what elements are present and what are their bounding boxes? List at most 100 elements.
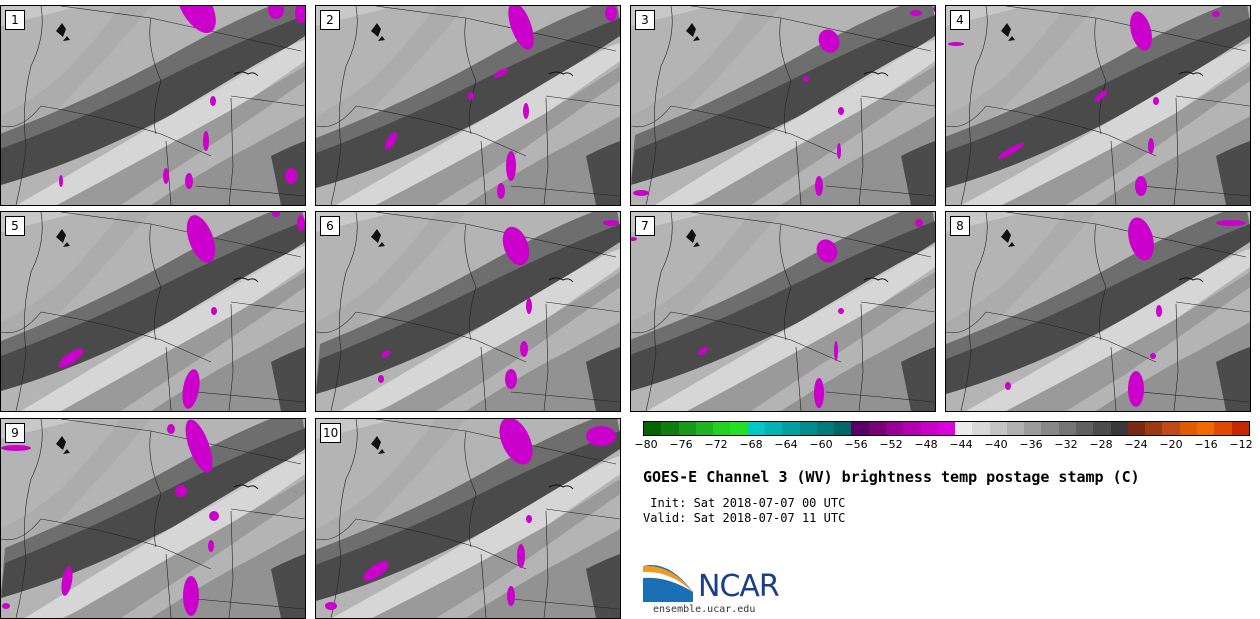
moist-air-patch: [837, 143, 841, 159]
moist-air-patch: [381, 350, 391, 358]
ensemble-member-panel: 10: [315, 418, 621, 619]
colorbar-segment: [1041, 422, 1059, 435]
colorbar-segment: [782, 422, 800, 435]
panel-number: 2: [320, 10, 340, 30]
colorbar-segment: [1231, 422, 1249, 435]
ensemble-member-panel: 6: [315, 211, 621, 412]
moist-air-patch: [1153, 97, 1159, 105]
moist-air-patch: [208, 540, 214, 552]
colorbar-segment: [695, 422, 714, 435]
colorbar-segment: [678, 422, 696, 435]
ensemble-member-panel: 4: [945, 5, 1251, 206]
moist-air-patch: [1130, 11, 1152, 51]
colorbar-segment: [1024, 422, 1042, 435]
colorbar-segment: [644, 422, 662, 435]
moist-air-patch: [211, 307, 217, 315]
moist-air-patch: [59, 175, 63, 187]
ensemble-member-panel: 2: [315, 5, 621, 206]
moist-air-patch: [363, 561, 389, 581]
colorbar-tick-label: −40: [984, 438, 1008, 451]
moist-air-patch: [506, 151, 516, 181]
moist-air-patch: [1094, 90, 1108, 102]
moist-air-patch: [58, 348, 84, 368]
moist-air-patch: [803, 76, 809, 82]
colorbar-segment: [1093, 422, 1111, 435]
moist-air-patch: [816, 239, 838, 263]
logo-wordmark: NCAR: [698, 569, 780, 604]
water-vapor-map: [316, 212, 620, 411]
valid-time: Valid: Sat 2018-07-07 11 UTC: [643, 511, 846, 525]
moist-air-patch: [325, 602, 337, 610]
panel-number: 4: [950, 10, 970, 30]
ensemble-member-panel: 3: [630, 5, 936, 206]
moist-air-patch: [185, 173, 193, 189]
water-vapor-map: [316, 419, 620, 618]
moist-air-patch: [1212, 11, 1220, 17]
colorbar-segment: [955, 422, 973, 435]
colorbar-segment: [747, 422, 765, 435]
moist-air-patch: [1128, 371, 1144, 407]
moist-air-patch: [526, 515, 532, 523]
moist-air-patch: [838, 308, 844, 314]
colorbar-tick-label: −60: [809, 438, 833, 451]
water-vapor-map: [631, 212, 935, 411]
colorbar-segment: [1076, 422, 1094, 435]
moist-air-patch: [1005, 382, 1011, 390]
moist-air-patch: [997, 143, 1025, 159]
moist-air-patch: [186, 215, 216, 263]
moist-air-patch: [910, 10, 922, 16]
colorbar-tick-label: −80: [634, 438, 658, 451]
colorbar-tick-label: −72: [704, 438, 728, 451]
colorbar-segment: [1110, 422, 1128, 435]
water-vapor-map: [1, 6, 305, 205]
moist-air-patch: [167, 424, 175, 434]
moist-air-patch: [176, 6, 216, 34]
colorbar-segment: [713, 422, 731, 435]
colorbar-tick-label: −44: [949, 438, 973, 451]
water-vapor-map: [631, 6, 935, 205]
moist-air-patch: [1, 445, 31, 451]
ensemble-member-panel: 5: [0, 211, 306, 412]
moist-air-patch: [468, 92, 474, 100]
colorbar-tick-label: −56: [844, 438, 868, 451]
colorbar-tick-label: −52: [879, 438, 903, 451]
water-vapor-map: [316, 6, 620, 205]
moist-air-patch: [185, 419, 213, 473]
colorbar-segment: [799, 422, 817, 435]
moist-air-patch: [285, 168, 297, 184]
colorbar-segment: [1179, 422, 1197, 435]
colorbar-segment: [834, 422, 852, 435]
colorbar-tick-label: −32: [1054, 438, 1078, 451]
moist-air-patch: [948, 42, 964, 46]
moist-air-patch: [508, 6, 534, 50]
colorbar-segment: [972, 422, 990, 435]
moist-air-patch: [268, 6, 284, 19]
moist-air-patch: [818, 29, 840, 53]
moist-air-patch: [1150, 353, 1156, 359]
colorbar-tick-label: −76: [669, 438, 693, 451]
colorbar-segment: [764, 422, 783, 435]
moist-air-patch: [603, 220, 619, 226]
moist-air-patch: [209, 511, 219, 521]
moist-air-patch: [2, 603, 10, 609]
colorbar-segment: [816, 422, 835, 435]
figure-title: GOES-E Channel 3 (WV) brightness temp po…: [643, 468, 1140, 486]
moist-air-patch: [1156, 305, 1162, 317]
moist-air-patch: [507, 586, 515, 606]
colorbar-segment: [1214, 422, 1232, 435]
moist-air-patch: [210, 96, 216, 106]
panel-number: 8: [950, 216, 970, 236]
moist-air-patch: [915, 219, 923, 227]
colorbar: [643, 421, 1250, 436]
moist-air-patch: [203, 131, 209, 151]
moist-air-patch: [502, 226, 530, 266]
moist-air-patch: [526, 298, 532, 314]
colorbar-segment: [868, 422, 886, 435]
moist-air-patch: [633, 190, 649, 196]
panel-number: 10: [320, 423, 342, 443]
colorbar-segment: [903, 422, 921, 435]
water-vapor-map: [946, 212, 1250, 411]
moist-air-patch: [1148, 138, 1154, 154]
moist-air-patch: [182, 369, 200, 409]
